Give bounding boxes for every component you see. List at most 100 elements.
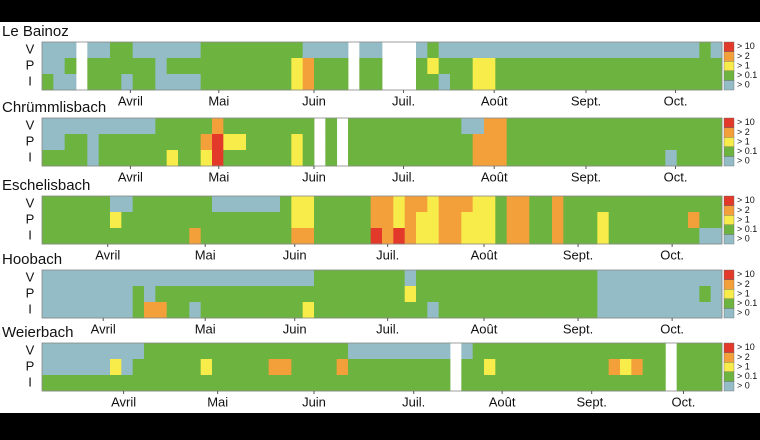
x-tick-label: Sept. <box>563 321 593 336</box>
cell <box>416 42 428 59</box>
cell <box>642 228 655 245</box>
cell <box>325 118 338 135</box>
cell <box>529 270 542 287</box>
cell <box>461 42 474 59</box>
cell <box>178 270 190 287</box>
cell <box>121 375 134 392</box>
cell <box>710 150 723 167</box>
cell <box>676 375 689 392</box>
cell <box>450 58 462 75</box>
cell <box>370 343 383 360</box>
cell <box>257 74 270 91</box>
cell <box>461 228 474 245</box>
cell <box>382 228 394 245</box>
cell <box>654 302 666 319</box>
cell <box>98 343 111 360</box>
cell <box>461 58 474 75</box>
cell <box>302 118 315 135</box>
cell <box>189 270 202 287</box>
legend-label: > 0.1 <box>737 298 757 308</box>
cell <box>257 270 270 287</box>
cell <box>688 196 700 213</box>
legend-label: > 1 <box>737 288 750 298</box>
cell <box>642 270 655 287</box>
cell <box>110 134 122 151</box>
cell <box>291 42 304 59</box>
cell <box>359 42 372 59</box>
cell <box>178 134 190 151</box>
cell <box>144 375 156 392</box>
legend-label: > 10 <box>737 342 755 352</box>
cell <box>710 118 723 135</box>
cell <box>608 150 621 167</box>
cell <box>325 196 338 213</box>
cell <box>676 134 689 151</box>
cell <box>189 118 202 135</box>
cell <box>529 134 542 151</box>
cell <box>484 150 496 167</box>
cell <box>574 134 587 151</box>
cell <box>552 359 564 376</box>
cell <box>42 375 54 392</box>
cell <box>529 74 542 91</box>
cell <box>87 42 100 59</box>
cell <box>268 196 281 213</box>
cell <box>144 212 156 229</box>
cell <box>53 375 66 392</box>
cell <box>540 359 553 376</box>
legend-label: > 2 <box>737 279 750 289</box>
cell <box>223 302 236 319</box>
cell <box>710 58 723 75</box>
cell <box>450 270 462 287</box>
cell <box>280 150 292 167</box>
cell <box>552 228 564 245</box>
cell <box>325 150 338 167</box>
cell <box>608 302 621 319</box>
cell <box>132 286 145 303</box>
cell <box>574 359 587 376</box>
cell <box>586 359 598 376</box>
cell <box>178 359 190 376</box>
cell <box>291 74 304 91</box>
cell <box>302 286 315 303</box>
cell <box>416 375 428 392</box>
legend-swatch <box>723 61 735 72</box>
cell <box>450 212 462 229</box>
cell <box>212 74 224 91</box>
x-tick-label: Juin <box>283 247 307 262</box>
cell <box>529 286 542 303</box>
cell <box>688 343 700 360</box>
cell <box>620 134 632 151</box>
legend-label: > 0 <box>737 156 750 166</box>
cell <box>370 74 383 91</box>
cell <box>518 375 530 392</box>
cell <box>416 343 428 360</box>
cell <box>393 228 406 245</box>
cell <box>166 134 179 151</box>
cell <box>212 270 224 287</box>
cell <box>200 270 213 287</box>
cell <box>98 196 111 213</box>
x-tick-label: Juin <box>302 169 326 184</box>
cell <box>64 270 77 287</box>
cell <box>246 42 258 59</box>
cell <box>302 375 315 392</box>
cell <box>597 228 610 245</box>
cell <box>404 134 417 151</box>
legend-swatch <box>723 80 735 91</box>
cell <box>540 74 553 91</box>
cell <box>42 270 54 287</box>
cell <box>110 118 122 135</box>
legend-swatch <box>723 342 735 353</box>
cell <box>110 42 122 59</box>
cell <box>178 74 190 91</box>
cell <box>302 150 315 167</box>
cell <box>42 196 54 213</box>
cell <box>144 196 156 213</box>
cell <box>495 58 508 75</box>
panel-title: Le Bainoz <box>2 23 69 40</box>
cell <box>246 212 258 229</box>
cell <box>586 58 598 75</box>
row-label: P <box>26 57 35 72</box>
